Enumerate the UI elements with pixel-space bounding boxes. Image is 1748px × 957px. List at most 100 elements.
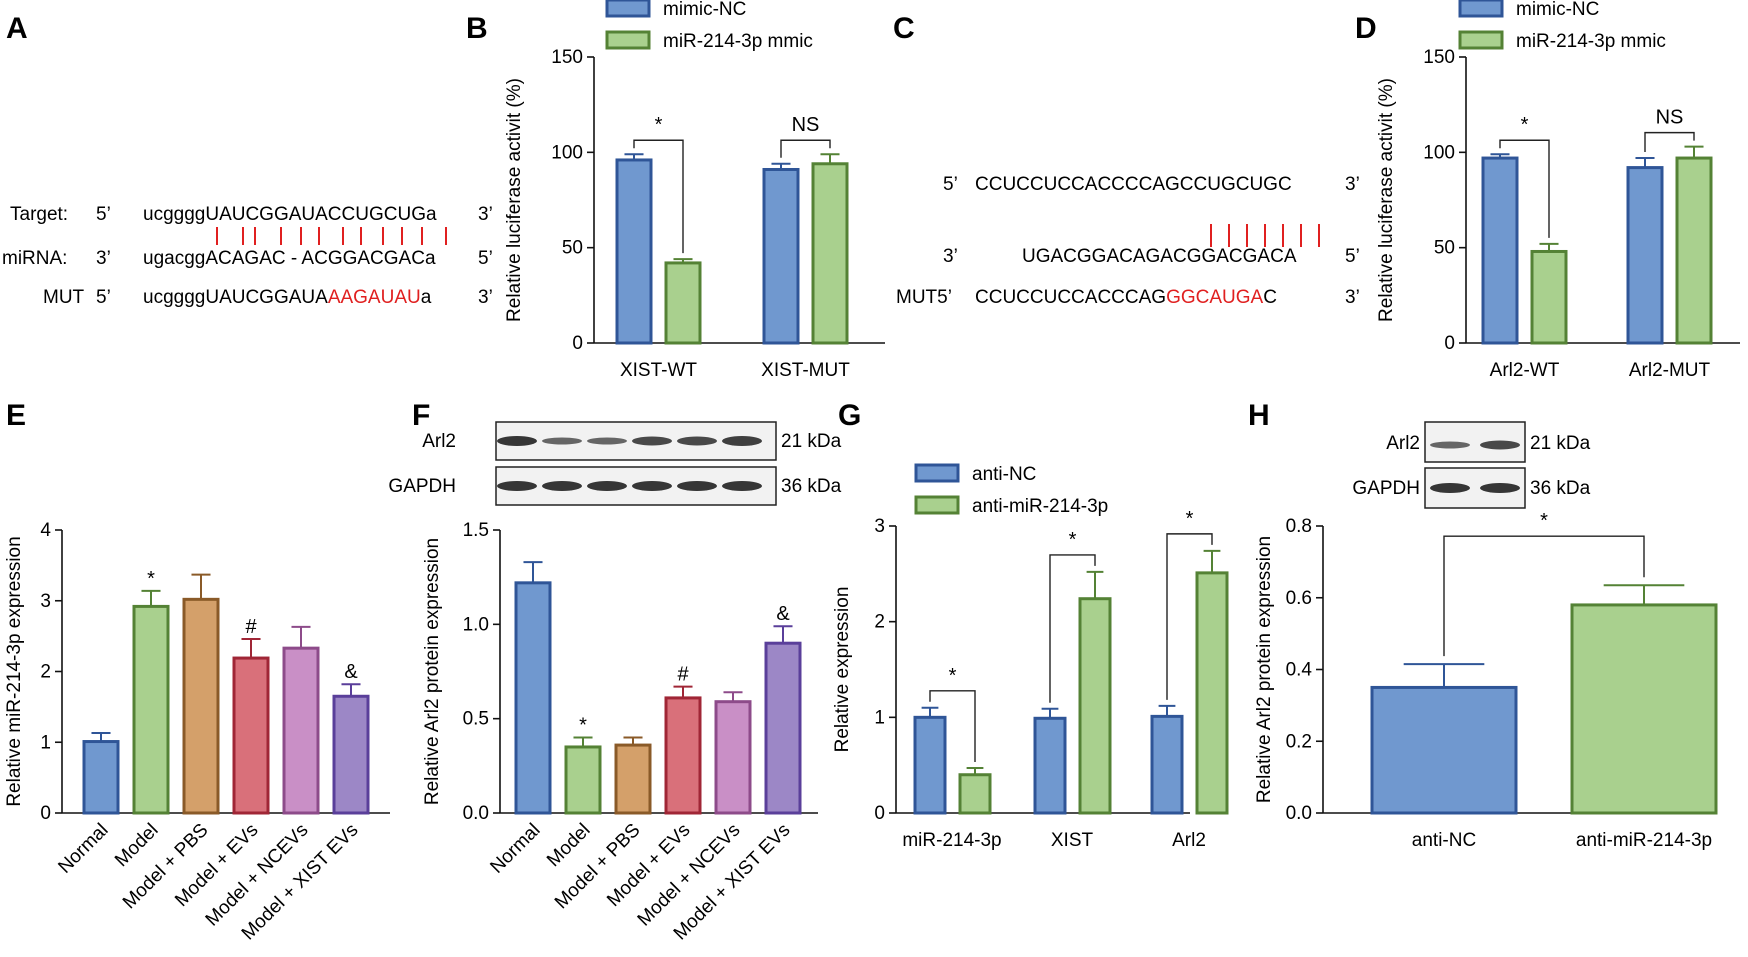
seq-c-dir3-row2: 5’ (1345, 246, 1360, 267)
y-tick-label-h: 0.8 (1286, 516, 1312, 537)
y-tick-label-f: 0.0 (463, 803, 489, 824)
bar-g-1-1 (1078, 597, 1112, 815)
legend-swatch (914, 463, 960, 483)
y-tick-label-h: 0.0 (1286, 803, 1312, 824)
sig-mark-f-5: & (776, 603, 790, 625)
bar-g-1-0 (1033, 716, 1067, 815)
blot-band (1480, 440, 1520, 450)
y-tick-label-g: 0 (874, 803, 885, 824)
bar-b-0-1 (664, 261, 702, 345)
seq-a-dir3-target: 3’ (478, 204, 493, 225)
bar-e-2 (182, 597, 220, 815)
bar-g-2-0 (1150, 714, 1184, 815)
bar-e-5 (332, 694, 370, 815)
blot-f-size-gapdh: 36 kDa (781, 476, 842, 497)
y-axis-label-g: Relative expression (832, 587, 853, 753)
seq-c-mut: CCUCCUCCACCCAGGGCAUGAC (975, 287, 1277, 308)
base-pair-lines (216, 227, 447, 245)
y-tick-label-e: 1 (40, 732, 51, 753)
x-tick-label-g-1: XIST (1051, 830, 1094, 851)
seq-a-mut: ucggggUAUCGGAUAAAGAUAUa (143, 287, 432, 308)
blot-band (587, 481, 627, 491)
sig-bracket-g-1 (1049, 554, 1096, 703)
blot-band (677, 481, 717, 491)
sig-bracket-d-0-label: * (1521, 114, 1529, 136)
y-tick-label-b: 50 (562, 238, 583, 259)
bar-g-0-0 (913, 715, 947, 815)
panel-letter-g: G (838, 399, 861, 432)
bar-d-0-1 (1530, 249, 1568, 345)
bar-g-0-1 (958, 773, 992, 815)
legend-label: mimic-NC (663, 0, 746, 20)
bar-f-5 (764, 641, 802, 815)
seq-c-dir3-row1: 3’ (1345, 174, 1360, 195)
seq-c-dir5-row2: 3’ (943, 246, 958, 267)
sig-bracket-g-2-label: * (1186, 508, 1194, 530)
y-tick-label-d: 100 (1423, 142, 1455, 163)
x-tick-label-g-2: Arl2 (1172, 830, 1206, 851)
seq-a-dir5-target: 5’ (96, 204, 111, 225)
bar-b-0-0 (615, 158, 653, 345)
y-tick-label-f: 1.5 (463, 520, 489, 541)
x-tick-label-f-0: Normal (486, 820, 544, 878)
y-tick-label-h: 0.6 (1286, 588, 1312, 609)
seq-c-label-mut: MUT5’ (896, 287, 952, 308)
bar-d-1-0 (1626, 166, 1664, 345)
sig-mark-f-3: # (677, 664, 689, 686)
y-tick-label-d: 150 (1423, 47, 1455, 68)
y-tick-label-g: 2 (874, 612, 885, 633)
bar-e-1 (132, 604, 170, 815)
blot-band (632, 436, 672, 446)
legend-label: miR-214-3p mmic (663, 31, 813, 52)
panel-letter-a: A (6, 12, 28, 45)
seq-c-row2: UGACGGACAGACGGACGACA (1022, 246, 1297, 267)
bar-h-1 (1570, 603, 1718, 815)
blot-band (542, 481, 582, 491)
sig-bracket-h-label: * (1540, 510, 1548, 532)
sig-bracket-g-1-label: * (1069, 529, 1077, 551)
seq-a-label-target: Target: (10, 204, 68, 225)
seq-a-label-mirna: miRNA: (2, 248, 67, 269)
legend-swatch (605, 0, 651, 18)
legend-swatch (914, 495, 960, 515)
blot-h-row-label-arl2: Arl2 (1386, 433, 1420, 454)
legend-label: miR-214-3p mmic (1516, 31, 1666, 52)
bar-h-0 (1370, 685, 1518, 815)
sig-mark-e-1: * (147, 568, 155, 590)
seq-a-dir3-mirna: 5’ (478, 248, 493, 269)
blot-band (497, 436, 537, 446)
x-tick-label-e-0: Normal (54, 820, 112, 878)
bar-f-3 (664, 696, 702, 815)
y-tick-label-d: 0 (1444, 333, 1455, 354)
blot-f: Arl2 GAPDH 21 kDa 36 kDa (388, 421, 842, 506)
bar-b-1-0 (762, 167, 800, 345)
base-pair-lines-c (1210, 224, 1320, 247)
blot-band (722, 481, 762, 491)
sig-bracket-b-0-label: * (655, 114, 663, 136)
y-tick-label-e: 0 (40, 803, 51, 824)
sig-mark-f-1: * (579, 715, 587, 737)
y-axis-label-b: Relative luciferase activit (%) (504, 78, 525, 322)
panel-letter-c: C (893, 12, 915, 45)
y-tick-label-e: 3 (40, 591, 51, 612)
y-axis-label-f: Relative Arl2 protein expression (422, 538, 443, 805)
x-tick-label-h-1: anti-miR-214-3p (1576, 830, 1712, 851)
sig-bracket-g-2 (1166, 533, 1213, 700)
blot-band (587, 437, 627, 445)
bar-e-4 (282, 646, 320, 815)
blot-h-size-arl2: 21 kDa (1530, 433, 1591, 454)
seq-a-dir5-mut: 5’ (96, 287, 111, 308)
blot-f-row-label-arl2: Arl2 (422, 431, 456, 452)
panel-letter-f: F (412, 399, 430, 432)
blot-h: Arl2 GAPDH 21 kDa 36 kDa (1352, 421, 1591, 509)
y-tick-label-e: 2 (40, 662, 51, 683)
bar-b-1-1 (811, 162, 849, 345)
y-axis-label-h: Relative Arl2 protein expression (1254, 536, 1275, 803)
blot-band (722, 436, 762, 446)
sig-mark-e-5: & (344, 661, 358, 683)
bar-f-4 (714, 700, 752, 815)
x-tick-label-h-0: anti-NC (1412, 830, 1476, 851)
legend-label: mimic-NC (1516, 0, 1599, 20)
y-tick-label-d: 50 (1434, 238, 1455, 259)
y-tick-label-g: 1 (874, 707, 885, 728)
